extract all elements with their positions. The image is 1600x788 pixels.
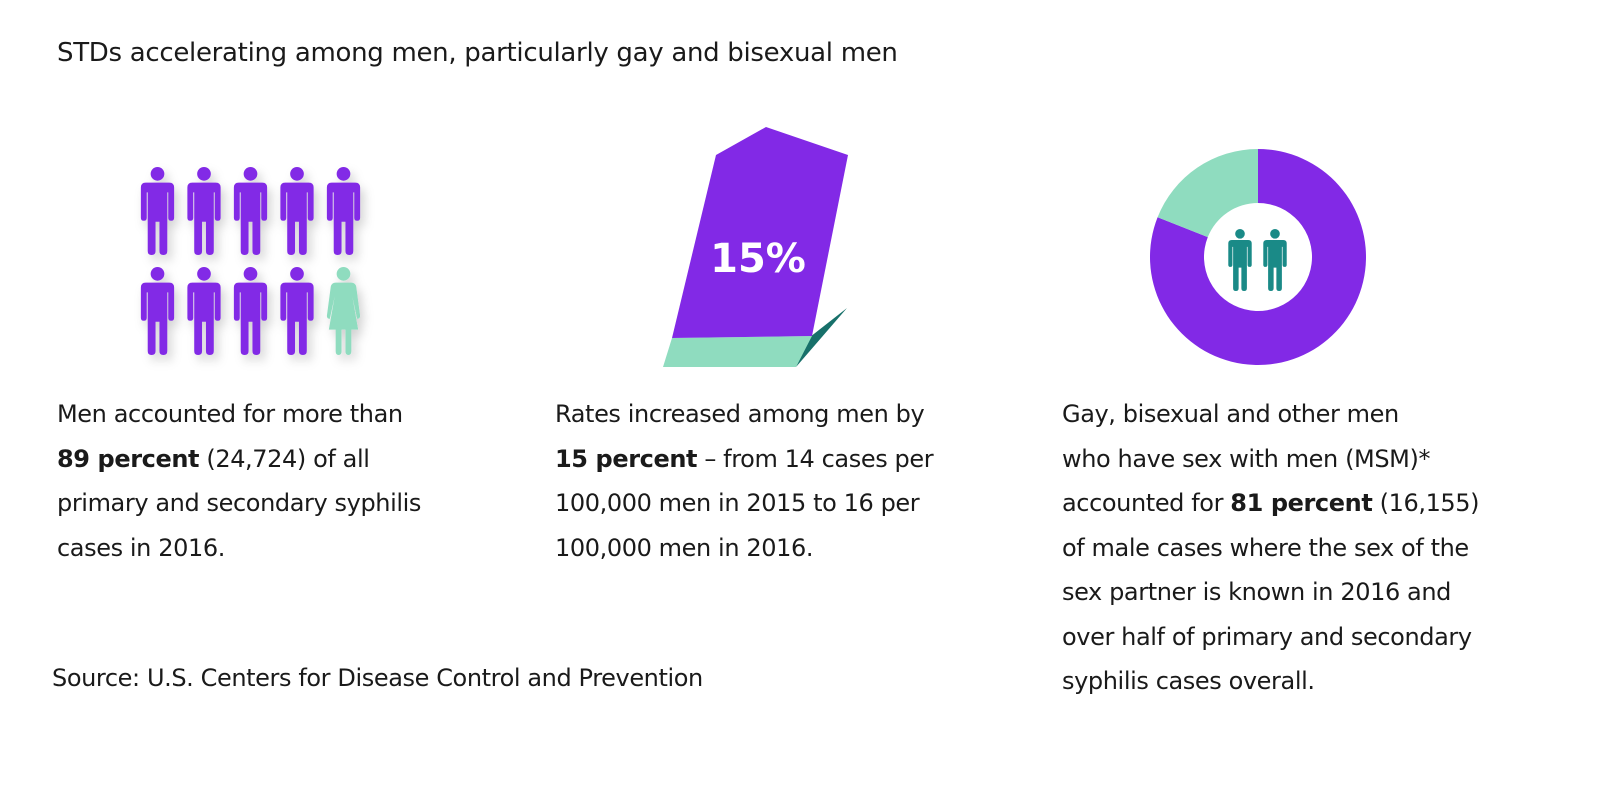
highlight: 15 percent (555, 444, 698, 473)
icon-array (140, 167, 361, 355)
man-icon (326, 167, 361, 255)
man-icon (140, 167, 175, 255)
text-line: Gay, bisexual and other men (1062, 400, 1399, 428)
page-title: STDs accelerating among men, particularl… (57, 38, 898, 68)
text-line: 89 percent (24,724) of all (57, 437, 477, 482)
man-icon (187, 167, 221, 255)
text-fragment: (16,155) (1372, 489, 1480, 517)
text-line: who have sex with men (MSM)* (1062, 444, 1431, 473)
text-line: 100,000 men in 2015 to 16 per (555, 489, 920, 517)
text-line: of male cases where the sex of the (1062, 533, 1469, 562)
text-fragment: (24,724) of all (206, 444, 370, 473)
badge-value: 15% (710, 236, 806, 282)
men-pair-icon (1228, 229, 1287, 291)
man-icon (187, 267, 221, 355)
highlight: 81 percent (1230, 489, 1373, 517)
text-line: over half of primary and secondary (1062, 622, 1472, 651)
text-line: syphilis cases overall. (1062, 667, 1315, 695)
text-line: Men accounted for more than (57, 400, 403, 428)
text-line: 15 percent – from 14 cases per (555, 437, 975, 482)
panel3-text: Gay, bisexual and other men who have sex… (1062, 392, 1522, 704)
text-line: sex partner is known in 2016 and (1062, 578, 1452, 606)
highlight: 89 percent (57, 444, 200, 473)
man-icon (233, 167, 268, 255)
text-line: 100,000 men in 2016. (555, 533, 814, 562)
panel2-text: Rates increased among men by 15 percent … (555, 392, 975, 570)
source-note: Source: U.S. Centers for Disease Control… (52, 664, 703, 692)
woman-icon (326, 267, 361, 355)
badge-base (663, 336, 812, 367)
donut-slice-msm (1150, 149, 1366, 365)
text-fragment: accounted for (1062, 489, 1231, 517)
text-line: accounted for 81 percent (16,155) (1062, 481, 1522, 526)
text-fragment: – from 14 cases per (697, 444, 934, 473)
donut-slice-other (1157, 149, 1258, 238)
text-line: Rates increased among men by (555, 400, 925, 428)
badge-body (672, 127, 848, 338)
text-line: primary and secondary syphilis (57, 489, 421, 517)
text-line: cases in 2016. (57, 533, 225, 562)
man-icon (140, 267, 175, 355)
panel1-text: Men accounted for more than 89 percent (… (57, 392, 477, 570)
increase-badge: 15% (663, 127, 848, 367)
man-icon (233, 267, 268, 355)
man-icon (280, 167, 314, 255)
donut-chart (1150, 149, 1366, 365)
badge-shadow-fold (796, 308, 847, 367)
man-icon (280, 267, 314, 355)
